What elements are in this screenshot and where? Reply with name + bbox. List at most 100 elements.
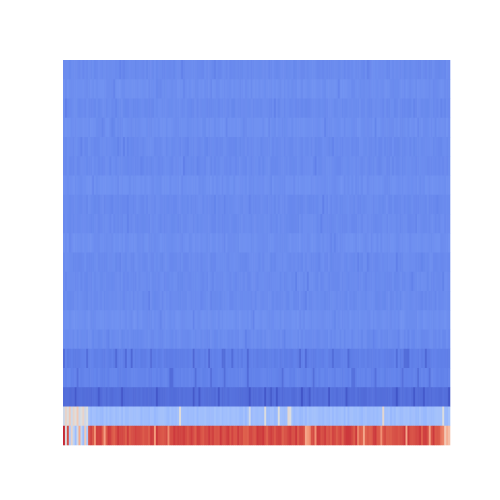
heatmap-cell [179, 194, 182, 215]
heatmap-cell [126, 252, 130, 273]
heatmap-cell [333, 291, 337, 311]
heatmap-cell [229, 194, 232, 215]
heatmap-cell [351, 291, 354, 311]
heatmap-cell [355, 348, 358, 369]
heatmap-cell [254, 387, 257, 407]
heatmap-cell [208, 156, 211, 176]
heatmap-cell [337, 329, 340, 350]
heatmap-cell [401, 233, 404, 253]
heatmap-cell [302, 137, 306, 157]
heatmap-cell [324, 156, 327, 176]
heatmap-cell [399, 117, 402, 138]
heatmap-cell [142, 233, 145, 253]
heatmap-cell [359, 252, 362, 273]
heatmap-cell [239, 214, 242, 234]
heatmap-cell [401, 175, 404, 196]
heatmap-cell [212, 137, 215, 157]
heatmap-cell [343, 60, 346, 80]
heatmap-cell [436, 271, 439, 292]
heatmap-cell [391, 60, 395, 80]
heatmap-cell [331, 348, 335, 369]
heatmap-cell [196, 387, 199, 407]
heatmap-cell [97, 368, 101, 388]
heatmap-cell [148, 406, 151, 427]
heatmap-cell [407, 348, 410, 369]
heatmap-cell [119, 310, 122, 330]
heatmap-cell [442, 79, 445, 99]
heatmap-cell [90, 194, 93, 215]
heatmap-cell [233, 368, 236, 388]
heatmap-cell [260, 156, 263, 176]
heatmap-cell [103, 310, 106, 330]
heatmap-cell [285, 214, 288, 234]
heatmap-cell [233, 233, 236, 253]
heatmap-cell [390, 98, 393, 119]
heatmap-cell [70, 291, 73, 311]
heatmap-cell [82, 194, 85, 215]
heatmap-cell [82, 425, 85, 446]
heatmap-cell [326, 406, 329, 427]
heatmap-cell [268, 156, 271, 176]
heatmap-cell [103, 117, 106, 138]
heatmap-cell [351, 117, 354, 138]
heatmap-cell [204, 425, 207, 446]
heatmap-cell [444, 387, 447, 407]
heatmap-cell [260, 348, 263, 369]
heatmap-cell [382, 60, 385, 80]
heatmap-cell [215, 79, 219, 99]
heatmap-cell [223, 425, 226, 446]
heatmap-cell [239, 291, 242, 311]
heatmap-cell [107, 291, 110, 311]
heatmap-cell [241, 60, 244, 80]
heatmap-cell [138, 79, 141, 99]
heatmap-cell [397, 348, 400, 369]
heatmap-cell [159, 425, 162, 446]
heatmap-cell [219, 175, 222, 196]
heatmap-cell [223, 233, 226, 253]
heatmap-cell [107, 425, 110, 446]
heatmap-cell [212, 291, 215, 311]
heatmap-cell [101, 156, 104, 176]
heatmap-cell [376, 252, 379, 273]
heatmap-cell [235, 79, 238, 99]
heatmap-cell [90, 233, 93, 253]
heatmap-cell [227, 156, 230, 176]
heatmap-cell [70, 271, 73, 292]
heatmap-cell [316, 137, 319, 157]
heatmap-cell [357, 117, 360, 138]
heatmap-cell [159, 310, 162, 330]
heatmap-cell [74, 425, 77, 446]
heatmap-cell [320, 406, 323, 427]
heatmap-cell [126, 175, 130, 196]
heatmap-cell [169, 117, 172, 138]
heatmap-cell [244, 310, 248, 330]
heatmap-cell [362, 310, 366, 330]
heatmap-cell [376, 271, 379, 292]
heatmap-cell [339, 117, 342, 138]
heatmap-cell [148, 60, 151, 80]
heatmap-cell [227, 291, 230, 311]
heatmap-cell [128, 156, 132, 176]
heatmap-cell [99, 60, 102, 80]
heatmap-cell [426, 406, 430, 427]
heatmap-cell [393, 271, 397, 292]
heatmap-cell [188, 137, 192, 157]
heatmap-cell [384, 60, 387, 80]
heatmap-cell [90, 368, 93, 388]
heatmap-cell [291, 271, 294, 292]
heatmap-cell [331, 271, 335, 292]
heatmap-cell [134, 156, 137, 176]
heatmap-cell [128, 233, 132, 253]
heatmap-cell [432, 194, 435, 215]
heatmap-cell [295, 368, 298, 388]
heatmap-cell [345, 98, 348, 119]
heatmap-cell [169, 387, 172, 407]
heatmap-cell [217, 348, 221, 369]
heatmap-cell [430, 175, 433, 196]
heatmap-cell [192, 252, 195, 273]
heatmap-cell [109, 156, 112, 176]
heatmap-cell [401, 310, 404, 330]
heatmap-cell [359, 214, 362, 234]
heatmap-cell [165, 175, 168, 196]
heatmap-cell [405, 156, 408, 176]
